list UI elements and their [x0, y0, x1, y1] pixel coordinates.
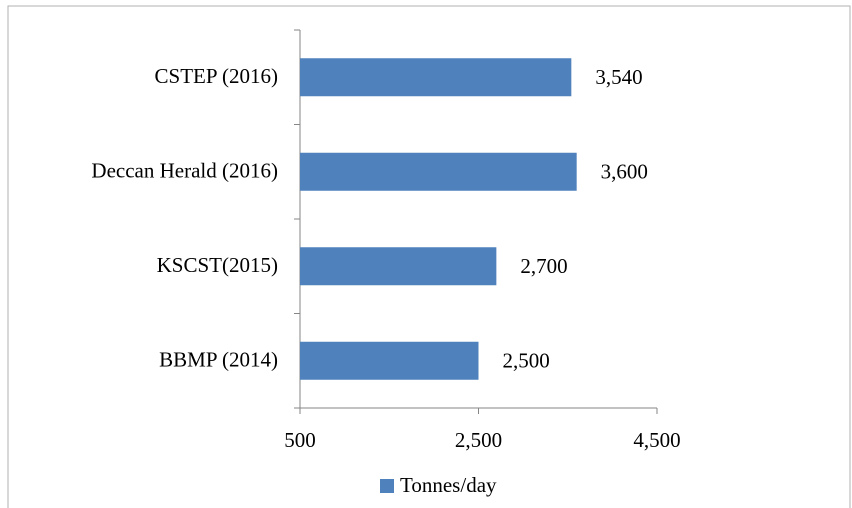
legend-label: Tonnes/day	[400, 473, 497, 497]
bar	[300, 152, 577, 191]
x-tick-label: 2,500	[455, 428, 502, 452]
x-tick-label: 4,500	[633, 428, 680, 452]
bar	[300, 58, 572, 97]
y-tick-label: BBMP (2014)	[159, 348, 278, 372]
chart-frame	[7, 5, 851, 508]
value-label: 3,540	[595, 65, 642, 89]
y-tick-label: CSTEP (2016)	[155, 64, 278, 88]
value-label: 2,700	[520, 254, 567, 278]
bar	[300, 341, 479, 380]
value-label: 3,600	[601, 160, 648, 184]
bar	[300, 247, 497, 286]
x-tick-label: 500	[284, 428, 316, 452]
y-tick-label: KSCST(2015)	[157, 253, 278, 277]
y-tick-label: Deccan Herald (2016)	[91, 159, 278, 183]
value-label: 2,500	[503, 349, 550, 373]
legend-swatch	[380, 479, 394, 493]
